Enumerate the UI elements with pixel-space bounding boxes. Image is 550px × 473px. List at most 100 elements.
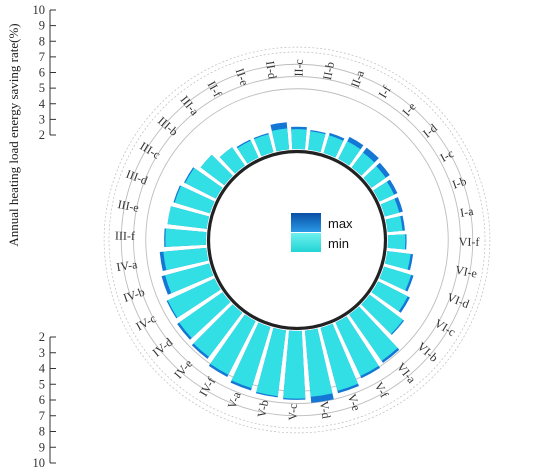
bar-min: [174, 185, 215, 214]
legend-label-max: max: [328, 216, 353, 231]
category-label: IV-c: [133, 311, 158, 333]
bar-min: [379, 266, 412, 291]
bar-min: [304, 328, 333, 397]
top-axis-tick-label: 2: [39, 128, 45, 142]
category-label: IV-a: [115, 257, 138, 274]
category-label: IV-b: [121, 285, 146, 305]
bottom-axis-tick-label: 8: [39, 425, 45, 439]
category-label: V-d: [317, 400, 334, 420]
bar-min: [185, 168, 223, 199]
bar-min: [254, 134, 274, 157]
category-label: I-e: [399, 100, 418, 119]
category-label: II-b: [320, 61, 337, 81]
bar-min: [291, 129, 307, 150]
legend-swatch-max: [291, 213, 321, 232]
bar-min: [384, 251, 411, 270]
category-label: II-e: [233, 66, 252, 87]
category-label: IV-e: [171, 357, 195, 382]
top-axis-tick-label: 6: [39, 66, 45, 80]
top-axis-tick-label: 7: [39, 50, 45, 64]
bar-min: [373, 181, 395, 202]
category-label: I-b: [450, 174, 468, 192]
category-label: V-a: [225, 389, 244, 410]
legend: max min: [291, 213, 353, 252]
bottom-axis-tick-label: 4: [39, 362, 46, 376]
bottom-axis-tick-label: 3: [39, 346, 45, 360]
bar-min: [231, 322, 271, 389]
category-labels: I-aI-bI-cI-dI-eI-fII-aII-bII-cII-dII-eII…: [115, 59, 480, 420]
bottom-axis-tick-label: 5: [39, 377, 45, 391]
category-label: II-c: [292, 59, 306, 77]
bar-min: [165, 228, 207, 247]
category-label: III-d: [124, 167, 150, 188]
bar-min: [210, 314, 256, 375]
category-label: V-e: [345, 392, 364, 413]
category-label: V-b: [254, 399, 271, 419]
grid-ring: [120, 63, 474, 417]
category-label: III-e: [117, 197, 141, 215]
bar-min: [320, 323, 359, 391]
category-label: VI-d: [445, 290, 471, 311]
bar-min: [283, 330, 306, 399]
top-axis-tick-label: 10: [33, 3, 46, 17]
bar-min: [237, 140, 259, 164]
bottom-axis-tick-label: 2: [39, 330, 45, 344]
bar-min: [349, 306, 398, 361]
bar-min: [335, 316, 379, 376]
category-label: IV-d: [150, 335, 176, 359]
category-label: III-f: [115, 229, 135, 243]
bar-min: [387, 234, 406, 250]
bar-min: [163, 247, 209, 271]
bar-min: [380, 198, 400, 217]
bar-min: [363, 166, 386, 188]
category-label: I-d: [420, 121, 440, 141]
bar-min: [256, 327, 286, 397]
category-label: VI-a: [394, 360, 419, 386]
top-axis-tick-label: 8: [39, 34, 45, 48]
category-label: I-c: [438, 146, 456, 165]
grid-ring: [103, 46, 491, 434]
bar-min: [323, 135, 344, 158]
bar-min: [167, 206, 210, 229]
top-axis-tick-label: 4: [39, 97, 46, 111]
grid-ring: [108, 51, 486, 429]
category-label: II-a: [348, 68, 368, 90]
legend-swatch-min: [291, 233, 321, 252]
bar-min: [219, 147, 245, 174]
bar-min: [338, 141, 361, 166]
category-label: VI-e: [454, 263, 478, 281]
bottom-axis-tick-label: 6: [39, 393, 45, 407]
bars: [159, 122, 414, 403]
bar-min: [167, 278, 221, 318]
bar-min: [351, 152, 375, 176]
grid-ring: [133, 76, 461, 404]
bar-min: [308, 131, 326, 153]
bar-min: [361, 294, 404, 334]
category-label: II-f: [205, 79, 225, 100]
category-label: V-c: [286, 403, 300, 420]
legend-label-min: min: [328, 236, 349, 251]
bottom-axis-tick-label: 10: [33, 456, 46, 470]
category-label: I-a: [459, 204, 475, 220]
bar-min: [179, 292, 231, 339]
bar-min: [165, 263, 214, 294]
category-label: II-d: [263, 60, 280, 80]
category-label: VI-f: [459, 235, 480, 249]
top-axis-tick-label: 3: [39, 112, 45, 126]
bar-min: [271, 128, 290, 152]
bar-min: [371, 281, 408, 312]
bar-min: [385, 216, 403, 233]
top-axis-tick-label: 9: [39, 19, 45, 33]
category-label: VI-b: [415, 339, 441, 364]
bottom-axis-tick-label: 9: [39, 440, 45, 454]
category-label: V-f: [372, 380, 392, 400]
category-label: III-b: [155, 114, 181, 139]
bar-min: [193, 304, 243, 357]
category-label: III-a: [178, 93, 203, 119]
top-axis-tick-label: 5: [39, 81, 45, 95]
y-axis-label: Annual heating load energy saving rate(%…: [6, 23, 21, 246]
bottom-axis-tick-label: 7: [39, 409, 45, 423]
